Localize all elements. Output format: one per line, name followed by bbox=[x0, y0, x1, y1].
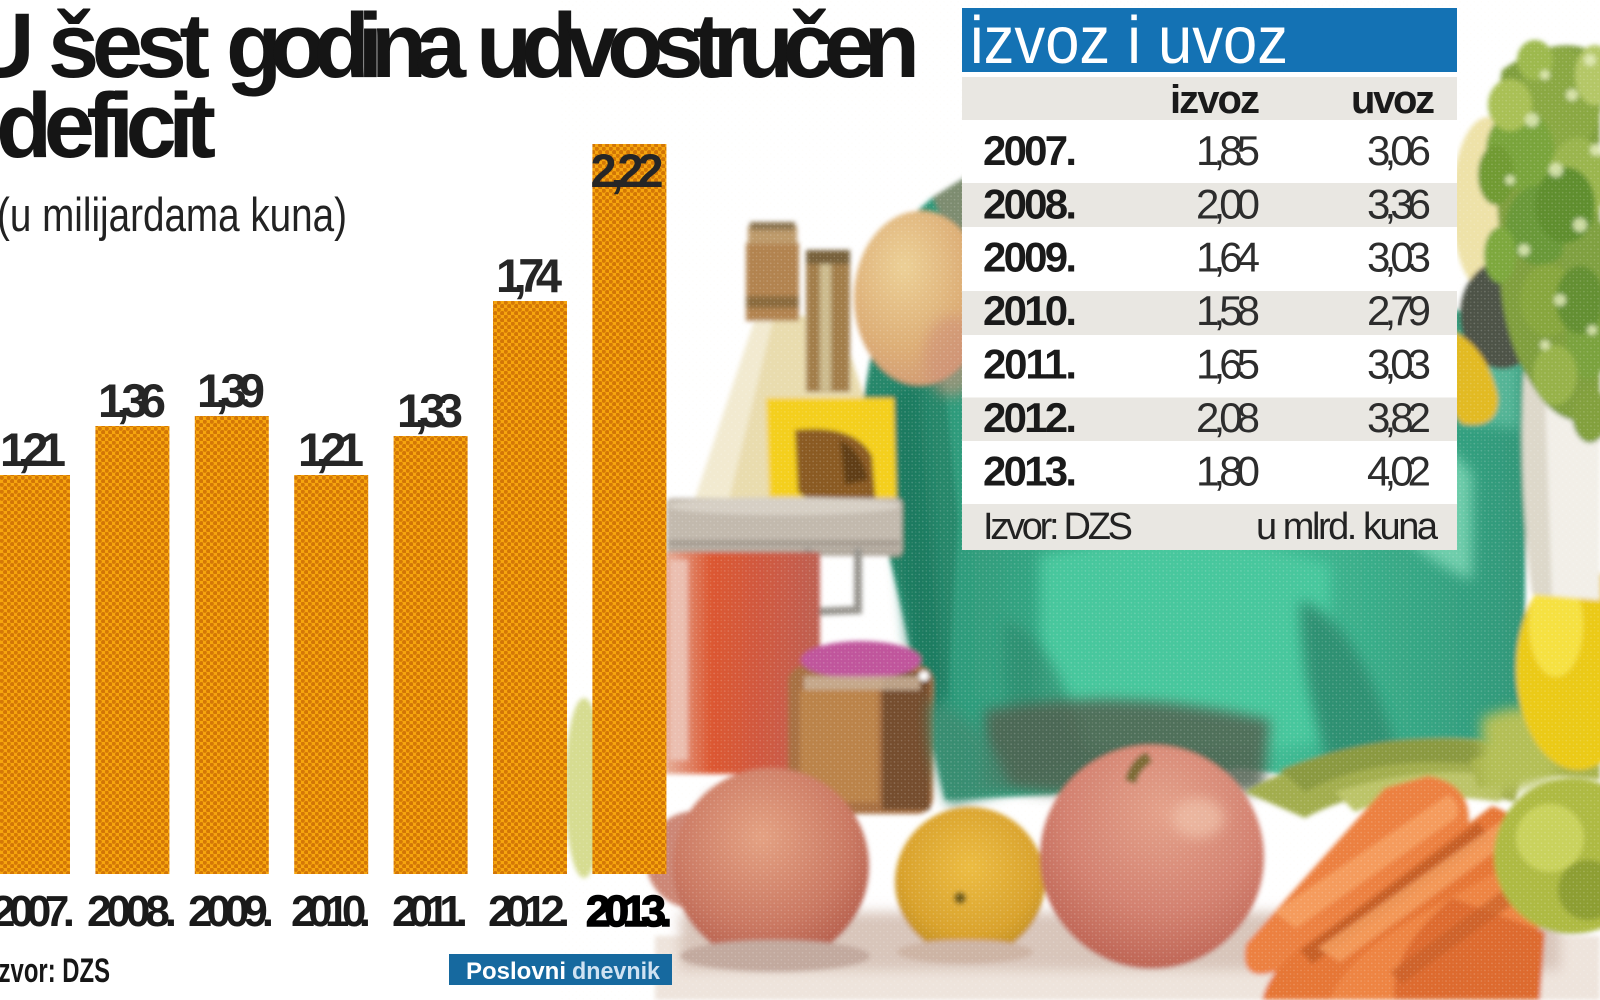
svg-text:1,64: 1,64 bbox=[1196, 234, 1260, 281]
svg-text:1,21: 1,21 bbox=[0, 423, 66, 476]
svg-text:Izvor: DZS: Izvor: DZS bbox=[0, 952, 110, 990]
svg-text:2011.: 2011. bbox=[983, 341, 1077, 388]
svg-text:1,36: 1,36 bbox=[98, 374, 166, 427]
svg-text:2013.: 2013. bbox=[983, 447, 1077, 494]
svg-text:2007.: 2007. bbox=[983, 127, 1077, 174]
svg-text:izvoz: izvoz bbox=[1170, 78, 1260, 122]
svg-text:u mlrd. kuna: u mlrd. kuna bbox=[1256, 506, 1439, 548]
svg-text:1,74: 1,74 bbox=[496, 249, 562, 302]
svg-text:2009.: 2009. bbox=[983, 234, 1077, 281]
svg-text:1,58: 1,58 bbox=[1196, 287, 1260, 334]
svg-text:3,06: 3,06 bbox=[1367, 127, 1431, 174]
svg-text:3,82: 3,82 bbox=[1367, 394, 1431, 441]
svg-text:1,80: 1,80 bbox=[1196, 447, 1260, 494]
svg-text:1,65: 1,65 bbox=[1196, 341, 1260, 388]
svg-text:3,36: 3,36 bbox=[1367, 180, 1431, 227]
svg-text:U: U bbox=[0, 0, 34, 97]
svg-text:dnevnik: dnevnik bbox=[572, 958, 661, 985]
svg-text:3,03: 3,03 bbox=[1367, 341, 1431, 388]
svg-text:2010.: 2010. bbox=[983, 287, 1077, 334]
svg-text:godina: godina bbox=[226, 0, 467, 97]
svg-text:udvostručen: udvostručen bbox=[476, 0, 920, 97]
svg-text:1,33: 1,33 bbox=[397, 384, 463, 437]
svg-text:2007.: 2007. bbox=[0, 887, 75, 936]
svg-text:izvoz i uvoz: izvoz i uvoz bbox=[970, 3, 1288, 78]
svg-text:2011.: 2011. bbox=[392, 887, 468, 936]
svg-text:2008.: 2008. bbox=[983, 180, 1077, 227]
svg-text:2,22: 2,22 bbox=[591, 144, 664, 197]
svg-text:2012.: 2012. bbox=[983, 394, 1077, 441]
svg-text:1,39: 1,39 bbox=[197, 364, 265, 417]
svg-text:2013.: 2013. bbox=[586, 887, 672, 936]
svg-text:(u milijardama kuna): (u milijardama kuna) bbox=[0, 188, 347, 241]
svg-text:2,00: 2,00 bbox=[1196, 180, 1260, 227]
svg-text:1,21: 1,21 bbox=[298, 423, 364, 476]
svg-text:2,79: 2,79 bbox=[1367, 287, 1431, 334]
svg-text:uvoz: uvoz bbox=[1351, 78, 1435, 122]
svg-text:2008.: 2008. bbox=[87, 887, 177, 936]
svg-text:2,08: 2,08 bbox=[1196, 394, 1260, 441]
svg-text:4,02: 4,02 bbox=[1367, 447, 1431, 494]
svg-text:2009.: 2009. bbox=[188, 887, 274, 936]
svg-text:Poslovni: Poslovni bbox=[466, 958, 566, 985]
svg-text:šest: šest bbox=[48, 0, 210, 97]
svg-text:deficit: deficit bbox=[0, 75, 216, 177]
svg-text:3,03: 3,03 bbox=[1367, 234, 1431, 281]
svg-text:1,85: 1,85 bbox=[1196, 127, 1260, 174]
svg-text:Izvor: DZS: Izvor: DZS bbox=[983, 506, 1133, 548]
svg-text:2010.: 2010. bbox=[291, 887, 371, 936]
svg-text:2012.: 2012. bbox=[488, 887, 570, 936]
